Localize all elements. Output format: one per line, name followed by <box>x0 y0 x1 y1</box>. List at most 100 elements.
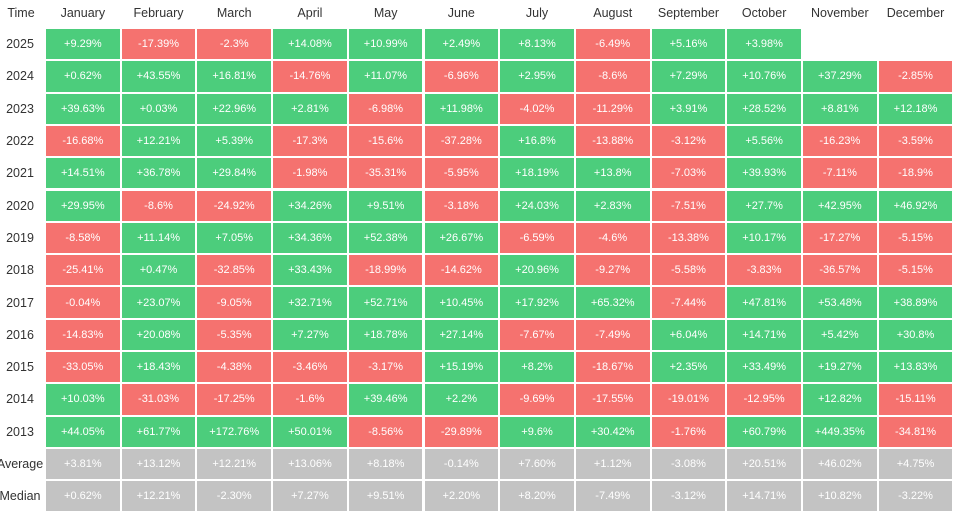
return-cell: +20.51% <box>726 447 802 481</box>
return-cell: +30.42% <box>574 415 651 448</box>
return-cell: +15.19% <box>423 351 500 384</box>
return-cell: +449.35% <box>802 415 878 448</box>
return-cell: +39.46% <box>347 383 424 416</box>
return-cell: -2.3% <box>196 28 273 61</box>
return-cell: +65.32% <box>574 286 651 319</box>
return-cell: -32.85% <box>196 254 273 287</box>
return-cell: -6.49% <box>574 28 651 61</box>
return-cell: +24.03% <box>499 189 575 222</box>
return-cell: -7.49% <box>574 318 651 351</box>
return-cell: -7.11% <box>802 157 878 190</box>
return-cell: +1.12% <box>574 447 651 481</box>
return-cell: +60.79% <box>726 415 802 448</box>
return-cell: +2.83% <box>574 189 651 222</box>
return-cell: -6.59% <box>499 221 575 255</box>
return-cell: -8.58% <box>45 221 121 255</box>
return-cell: +5.42% <box>802 318 878 351</box>
header-cell: September <box>657 5 720 20</box>
return-cell: -13.88% <box>574 124 651 158</box>
row-label: 2019 <box>6 230 34 245</box>
return-cell: -7.67% <box>499 318 575 351</box>
return-cell: -18.67% <box>574 351 651 384</box>
row-label: 2013 <box>6 424 34 439</box>
return-cell: +27.14% <box>423 318 500 351</box>
return-cell: -8.6% <box>120 189 197 222</box>
row-label: 2025 <box>6 37 34 52</box>
return-cell: +12.82% <box>802 383 878 416</box>
return-cell: +39.63% <box>45 92 121 125</box>
return-cell: +32.71% <box>272 286 348 319</box>
return-cell: +10.99% <box>347 28 424 61</box>
return-cell: -7.51% <box>650 189 727 222</box>
return-cell: +3.91% <box>650 92 727 125</box>
return-cell: -18.99% <box>347 254 424 287</box>
return-cell: +6.04% <box>650 318 727 351</box>
return-cell: -37.28% <box>423 124 500 158</box>
return-cell: -3.46% <box>272 351 348 384</box>
header-cell: June <box>447 5 475 20</box>
return-cell: +4.75% <box>877 447 954 481</box>
return-cell: -3.17% <box>347 351 424 384</box>
return-cell: +44.05% <box>45 415 121 448</box>
return-cell: +52.38% <box>347 221 424 255</box>
return-cell: +10.45% <box>423 286 500 319</box>
header-cell: December <box>886 5 945 20</box>
return-cell: +52.71% <box>347 286 424 319</box>
return-cell: -17.39% <box>120 28 197 61</box>
return-cell: +2.95% <box>499 60 575 93</box>
return-cell: +13.83% <box>877 351 954 384</box>
row-label: 2020 <box>6 198 34 213</box>
return-cell: -5.15% <box>877 221 954 255</box>
return-cell: -3.08% <box>650 447 727 481</box>
return-cell: +5.39% <box>196 124 273 158</box>
return-cell: +10.17% <box>726 221 802 255</box>
return-cell: -3.83% <box>726 254 802 287</box>
return-cell: +20.96% <box>499 254 575 287</box>
return-cell: +19.27% <box>802 351 878 384</box>
return-cell: +0.62% <box>45 60 121 93</box>
return-cell: +23.07% <box>120 286 197 319</box>
return-cell: +7.27% <box>272 318 348 351</box>
return-cell: +28.52% <box>726 92 802 125</box>
return-cell: +18.43% <box>120 351 197 384</box>
return-cell: -13.38% <box>650 221 727 255</box>
return-cell: +20.08% <box>120 318 197 351</box>
return-cell: +13.8% <box>574 157 651 190</box>
return-cell: +5.16% <box>650 28 727 61</box>
return-cell: +14.71% <box>726 318 802 351</box>
row-label: 2018 <box>6 263 34 278</box>
return-cell: -6.98% <box>347 92 424 125</box>
header-cell: February <box>133 5 184 20</box>
return-cell: +18.78% <box>347 318 424 351</box>
return-cell: -1.98% <box>272 157 348 190</box>
return-cell: +18.19% <box>499 157 575 190</box>
return-cell: -15.6% <box>347 124 424 158</box>
return-cell: -7.44% <box>650 286 727 319</box>
return-cell: +0.62% <box>45 480 121 512</box>
return-cell: -1.6% <box>272 383 348 416</box>
header-cell: May <box>373 5 398 20</box>
return-cell: -5.58% <box>650 254 727 287</box>
return-cell: +7.29% <box>650 60 727 93</box>
return-cell: +42.95% <box>802 189 878 222</box>
return-cell: -7.49% <box>574 480 651 512</box>
return-cell: -3.18% <box>423 189 500 222</box>
row-label: Average <box>0 457 44 472</box>
return-cell: -35.31% <box>347 157 424 190</box>
return-cell: +7.60% <box>499 447 575 481</box>
return-cell: +61.77% <box>120 415 197 448</box>
return-cell: -16.68% <box>45 124 121 158</box>
row-label: 2021 <box>6 166 34 181</box>
return-cell: +5.56% <box>726 124 802 158</box>
return-cell: +0.47% <box>120 254 197 287</box>
return-cell: +46.92% <box>877 189 954 222</box>
header-cell: April <box>297 5 323 20</box>
return-cell: +10.82% <box>802 480 878 512</box>
row-label: 2016 <box>6 327 34 342</box>
return-cell: +8.13% <box>499 28 575 61</box>
return-cell: +12.21% <box>120 480 197 512</box>
return-cell: +3.81% <box>45 447 121 481</box>
return-cell: +50.01% <box>272 415 348 448</box>
return-cell: +46.02% <box>802 447 878 481</box>
